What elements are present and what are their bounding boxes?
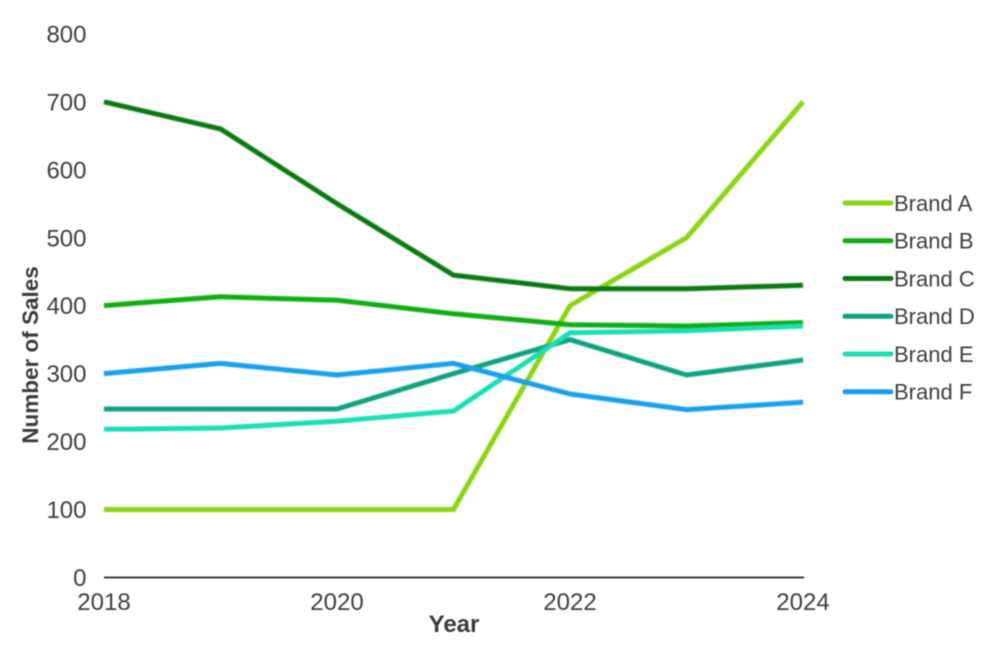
svg-text:500: 500 bbox=[46, 225, 86, 252]
svg-text:0: 0 bbox=[73, 565, 86, 592]
svg-text:2024: 2024 bbox=[776, 589, 829, 616]
svg-text:Year: Year bbox=[429, 611, 480, 638]
svg-text:Brand E: Brand E bbox=[894, 342, 974, 367]
svg-text:2022: 2022 bbox=[543, 589, 596, 616]
svg-text:2018: 2018 bbox=[77, 589, 130, 616]
svg-text:800: 800 bbox=[46, 21, 86, 48]
svg-text:200: 200 bbox=[46, 429, 86, 456]
svg-text:400: 400 bbox=[46, 293, 86, 320]
svg-text:600: 600 bbox=[46, 157, 86, 184]
svg-text:Brand A: Brand A bbox=[894, 191, 973, 216]
svg-text:100: 100 bbox=[46, 497, 86, 524]
svg-text:700: 700 bbox=[46, 89, 86, 116]
svg-text:2020: 2020 bbox=[310, 589, 363, 616]
svg-text:Number of Sales: Number of Sales bbox=[18, 266, 43, 444]
svg-text:Brand D: Brand D bbox=[894, 304, 975, 329]
svg-text:Brand C: Brand C bbox=[894, 266, 975, 291]
svg-text:300: 300 bbox=[46, 361, 86, 388]
svg-text:Brand B: Brand B bbox=[894, 229, 974, 254]
svg-text:Brand F: Brand F bbox=[894, 380, 972, 405]
